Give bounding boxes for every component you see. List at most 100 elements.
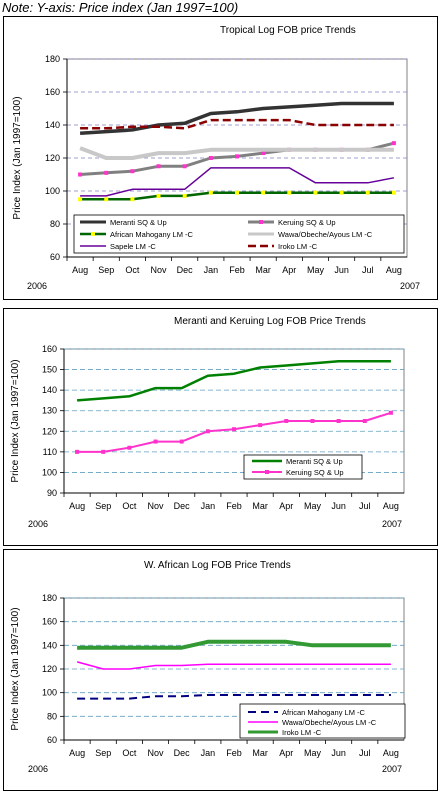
x-tick-label: May — [304, 501, 322, 511]
series-line-wawa-obeche-ayous-lm-c — [79, 146, 394, 160]
legend-label: Wawa/Obeche/Ayous LM -C — [282, 718, 377, 727]
y-tick-label: 120 — [45, 153, 60, 163]
x-tick-label: Aug — [72, 265, 88, 275]
x-tick-label: Feb — [226, 748, 242, 758]
y-axis-label: Price Index (Jan 1997=100) — [10, 607, 21, 730]
data-point-keruing-sq-up — [179, 439, 184, 444]
data-point-keruing-sq-up — [310, 419, 315, 423]
series-line-meranti-sq-up — [77, 360, 391, 402]
year-label: 2006 — [28, 764, 48, 774]
data-point-african-mahogany-lm-c — [261, 190, 266, 195]
x-tick-label: Nov — [151, 265, 168, 275]
legend-marker-keruing-sq-up — [265, 470, 269, 474]
data-point-keruing-sq-up — [182, 164, 187, 169]
legend-label: African Mahogany LM -C — [110, 230, 194, 239]
chart-title: Tropical Log FOB price Trends — [220, 25, 356, 36]
x-tick-label: Sep — [98, 265, 114, 275]
legend-label: Keruing SQ & Up — [286, 468, 344, 477]
meranti-keruing-chart-panel: Meranti and Keruing Log FOB Price Trends… — [3, 308, 438, 546]
data-point-keruing-sq-up — [235, 154, 239, 159]
legend-label: Sapele LM -C — [110, 242, 156, 251]
data-point-african-mahogany-lm-c — [78, 197, 83, 202]
chart-title: Meranti and Keruing Log FOB Price Trends — [174, 316, 366, 327]
y-tick-label: 120 — [42, 664, 57, 674]
series-line-wawa-obeche-ayous-lm-c — [76, 661, 391, 670]
legend-label: African Mahogany LM -C — [282, 708, 366, 717]
y-tick-label: 80 — [47, 711, 57, 721]
y-tick-label: 180 — [45, 54, 60, 64]
y-tick-label: 110 — [43, 447, 57, 457]
y-tick-label: 120 — [42, 426, 57, 436]
data-point-keruing-sq-up — [78, 172, 83, 177]
legend-label: Meranti SQ & Up — [286, 457, 343, 466]
x-tick-label: Aug — [386, 265, 402, 275]
west-african-chart-panel: W. African Log FOB Price Trends 60 80 100 12… — [3, 549, 438, 791]
year-label: 2007 — [382, 519, 402, 529]
y-tick-label: 100 — [45, 186, 60, 196]
x-tick-label: Apr — [279, 501, 293, 511]
y-tick-label: 90 — [47, 488, 57, 498]
x-tick-label: Jul — [362, 265, 374, 275]
series-line-sapele-lm-c — [80, 167, 395, 197]
y-tick-label: 80 — [50, 219, 60, 229]
x-tick-label: Nov — [148, 748, 165, 758]
x-tick-label: Jun — [331, 748, 346, 758]
y-tick-label: 160 — [45, 87, 60, 97]
x-tick-label: Jul — [359, 748, 371, 758]
x-tick-label: Nov — [148, 501, 165, 511]
y-axis-label: Price Index (Jan 1997=100) — [12, 96, 23, 219]
data-point-keruing-sq-up — [101, 449, 106, 454]
x-tick-label: Oct — [125, 265, 140, 275]
x-tick-label: Jun — [334, 265, 349, 275]
data-point-keruing-sq-up — [362, 419, 367, 423]
y-tick-label: 140 — [42, 385, 57, 395]
year-label: 2007 — [382, 764, 402, 774]
y-tick-label: 60 — [50, 252, 60, 262]
x-tick-label: Dec — [177, 265, 194, 275]
x-tick-label: Aug — [383, 501, 399, 511]
x-tick-label: Apr — [279, 748, 293, 758]
x-tick-label: Oct — [122, 748, 137, 758]
x-tick-label: Dec — [174, 501, 191, 511]
year-label: 2006 — [27, 281, 47, 291]
y-tick-label: 60 — [47, 735, 57, 745]
x-tick-label: Jan — [201, 501, 216, 511]
data-point-keruing-sq-up — [388, 410, 393, 415]
y-tick-label: 180 — [42, 593, 57, 603]
x-tick-label: Mar — [252, 501, 268, 511]
y-tick-label: 130 — [42, 406, 57, 416]
y-tick-label: 160 — [42, 617, 57, 627]
series-line-iroko-lm-c — [77, 639, 391, 650]
data-point-keruing-sq-up — [156, 164, 161, 169]
legend-box — [243, 454, 363, 480]
x-tick-label: Aug — [69, 748, 85, 758]
data-point-keruing-sq-up — [391, 141, 396, 146]
x-tick-label: Mar — [252, 748, 268, 758]
y-tick-label: 160 — [42, 344, 57, 354]
legend-label: Iroko LM -C — [278, 242, 318, 251]
x-tick-label: Jan — [201, 748, 216, 758]
data-point-keruing-sq-up — [208, 156, 213, 160]
x-tick-label: Feb — [226, 501, 242, 511]
data-point-african-mahogany-lm-c — [339, 190, 344, 195]
x-tick-label: Sep — [95, 748, 111, 758]
x-tick-label: Feb — [229, 265, 245, 275]
legend-label: Meranti SQ & Up — [110, 218, 167, 227]
x-tick-label: May — [307, 265, 325, 275]
page-note: Note: Y-axis: Price index (Jan 1997=100) — [2, 0, 239, 15]
x-tick-label: Aug — [383, 748, 399, 758]
legend-label: Wawa/Obeche/Ayous LM -C — [278, 230, 373, 239]
chart-title: W. African Log FOB Price Trends — [144, 560, 291, 571]
data-point-keruing-sq-up — [127, 445, 132, 450]
y-axis-label: Price Index (Jan 1997=100) — [10, 359, 21, 482]
x-tick-label: Mar — [255, 265, 271, 275]
data-point-keruing-sq-up — [261, 151, 266, 156]
x-tick-label: May — [304, 748, 322, 758]
legend-marker-keruing-sq-up — [259, 220, 263, 224]
data-point-african-mahogany-lm-c — [130, 197, 135, 202]
series-line-iroko-lm-c — [80, 118, 394, 130]
data-point-keruing-sq-up — [130, 169, 135, 174]
data-point-keruing-sq-up — [153, 439, 158, 444]
year-label: 2007 — [400, 281, 420, 291]
y-tick-label: 100 — [42, 688, 57, 698]
